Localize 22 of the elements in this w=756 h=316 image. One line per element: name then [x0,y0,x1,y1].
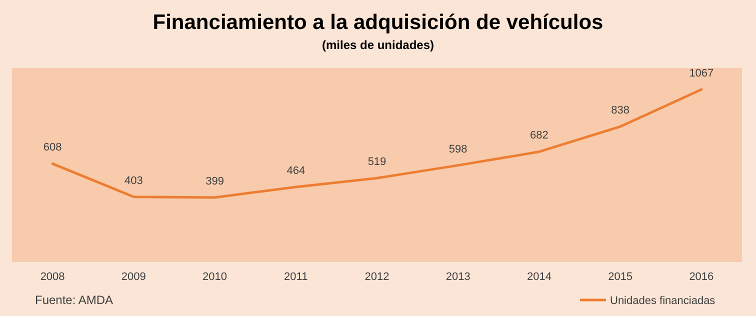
chart-subtitle: (miles de unidades) [322,38,434,52]
data-label: 519 [368,156,386,168]
x-tick-label: 2013 [446,271,470,283]
x-tick-label: 2016 [689,271,714,283]
data-label: 403 [124,174,143,187]
x-tick-label: 2008 [40,271,65,283]
data-label: 838 [611,104,630,117]
x-tick-label: 2012 [364,271,390,283]
x-tick-label: 2010 [202,271,228,283]
x-tick-label: 2014 [526,271,552,283]
data-label: 598 [448,143,468,156]
chart-title: Financiamiento a la adquisición de vehículos [152,11,604,34]
x-tick-label: 2011 [284,271,308,283]
data-label: 682 [530,130,548,142]
data-label: 464 [286,164,306,177]
source-note: Fuente: AMDA [35,293,114,307]
data-label: 1067 [689,68,714,80]
legend-label: Unidades financiadas [610,295,716,307]
data-label: 608 [43,142,62,154]
x-tick-label: 2015 [608,271,633,283]
data-label: 399 [206,175,224,188]
x-tick-label: 2009 [121,271,146,283]
